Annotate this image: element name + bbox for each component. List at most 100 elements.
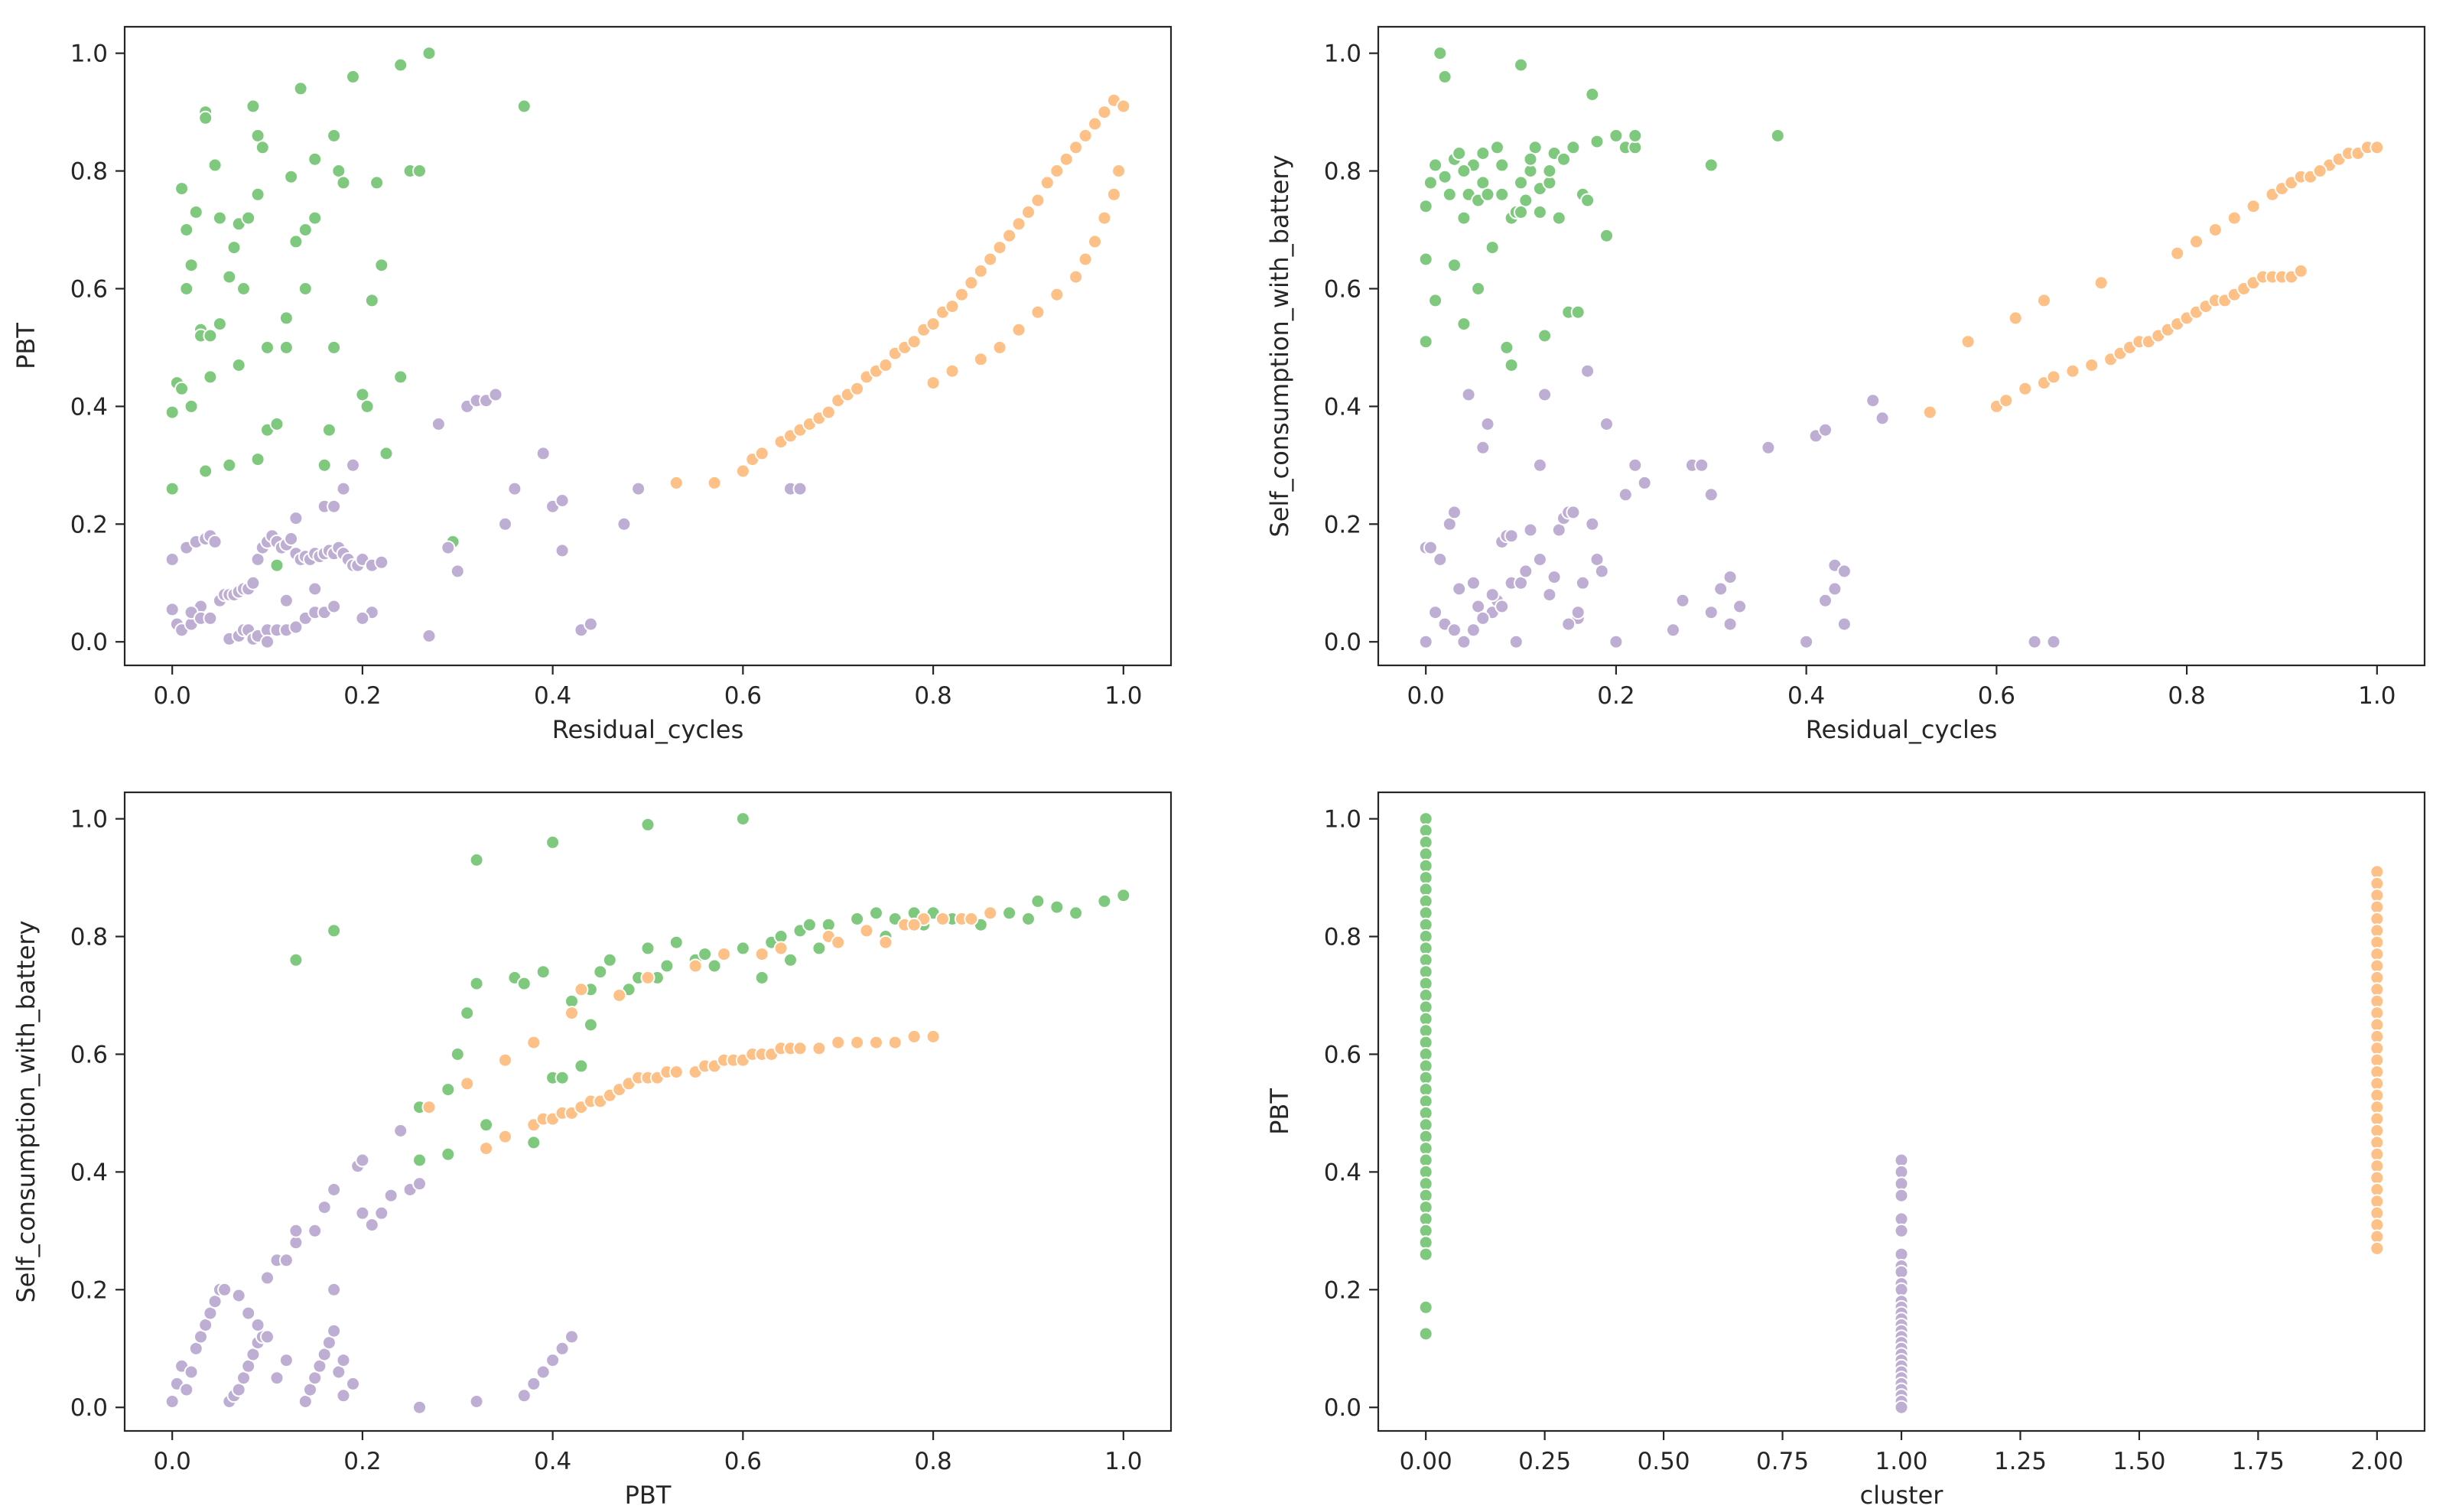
x-tick-label: 0.4 (534, 1448, 571, 1475)
point-cluster-1-80 (555, 493, 570, 508)
point-cluster-1-29 (1894, 1400, 1909, 1415)
point-cluster-2-51 (1088, 234, 1102, 249)
point-cluster-1-0 (164, 602, 180, 617)
point-cluster-0-6 (179, 223, 194, 237)
point-cluster-0-37 (1551, 210, 1566, 226)
point-cluster-0-35 (288, 234, 304, 249)
point-cluster-0-54 (1495, 158, 1510, 173)
point-cluster-2-42 (612, 988, 627, 1003)
point-cluster-1-51 (526, 1376, 542, 1391)
point-cluster-0-1 (1418, 252, 1433, 267)
point-cluster-1-53 (1722, 570, 1738, 585)
series-cluster-2 (421, 906, 998, 1156)
point-cluster-0-37 (298, 281, 313, 296)
point-cluster-0-13 (198, 110, 213, 125)
point-cluster-0-61 (412, 1153, 427, 1168)
point-cluster-1-69 (441, 540, 456, 555)
y-tick-label: 1.0 (1324, 41, 1361, 68)
point-cluster-0-49 (359, 398, 375, 414)
point-cluster-2-24 (954, 287, 969, 302)
point-cluster-2-34 (812, 1041, 827, 1056)
point-cluster-2-4 (2008, 311, 2023, 326)
point-cluster-0-35 (754, 970, 769, 985)
point-cluster-0-32 (278, 311, 294, 326)
point-cluster-0-40 (1566, 140, 1581, 155)
point-cluster-0-11 (1447, 258, 1462, 273)
point-cluster-2-2 (479, 1141, 494, 1156)
point-cluster-2-1 (460, 1076, 475, 1091)
point-cluster-2-43 (688, 958, 703, 974)
point-cluster-0-46 (1599, 228, 1614, 243)
point-cluster-2-34 (1049, 164, 1065, 178)
y-tick-label: 0.6 (70, 275, 108, 303)
point-cluster-1-44 (383, 1188, 398, 1203)
subplot-residual-cycles-vs-pbt: 0.0 0.2 0.4 0.6 0.8 1.0 0.0 0.2 0.4 0.6 0.8 1.0 Resi… (11, 25, 1173, 744)
point-cluster-0-9 (188, 204, 203, 219)
point-cluster-2-55 (773, 941, 789, 956)
point-cluster-2-40 (925, 1029, 941, 1044)
x-axis-label: PBT (625, 1481, 672, 1510)
point-cluster-2-36 (2226, 210, 2242, 226)
point-cluster-2-10 (821, 405, 836, 420)
x-axis-label: Residual_cycles (1806, 715, 1998, 744)
x-tick-label: 0.8 (914, 682, 951, 710)
point-cluster-1-64 (1836, 616, 1852, 632)
point-cluster-2-50 (1078, 252, 1093, 267)
x-tick-label: 1.50 (2113, 1448, 2165, 1475)
point-cluster-0-56 (1030, 893, 1046, 909)
point-cluster-0-23 (1495, 187, 1510, 202)
y-tick-label: 0.6 (70, 1041, 108, 1068)
x-tick-label: 0.0 (154, 682, 191, 710)
point-cluster-1-48 (412, 1400, 427, 1415)
point-cluster-1-20 (231, 1288, 246, 1303)
point-cluster-1-37 (1580, 363, 1595, 379)
point-cluster-1-49 (1694, 457, 1709, 473)
axes-frame (123, 791, 1173, 1432)
point-cluster-0-45 (1589, 134, 1605, 149)
point-cluster-0-8 (479, 1117, 494, 1133)
point-cluster-1-87 (421, 629, 437, 643)
y-tick-label: 0.0 (70, 1394, 108, 1422)
y-tick-label: 0.4 (1324, 393, 1361, 421)
point-cluster-2-57 (878, 935, 893, 950)
point-cluster-2-35 (2293, 263, 2308, 278)
point-cluster-1-42 (1608, 634, 1624, 649)
point-cluster-1-59 (269, 1371, 285, 1386)
point-cluster-2-21 (668, 1065, 684, 1080)
point-cluster-1-56 (327, 1282, 342, 1297)
point-cluster-1-9 (1456, 634, 1472, 649)
point-cluster-2-44 (754, 947, 769, 962)
point-cluster-0-50 (364, 293, 379, 308)
y-axis-label: PBT (1265, 1088, 1294, 1135)
point-cluster-1-63 (307, 581, 323, 597)
point-cluster-1-12 (1465, 623, 1481, 638)
point-cluster-0-25 (1504, 358, 1519, 372)
point-cluster-1-90 (355, 610, 370, 626)
point-cluster-1-66 (1875, 411, 1890, 426)
point-cluster-2-0 (1922, 405, 1937, 420)
point-cluster-2-3 (1999, 393, 2014, 408)
point-cluster-2-28 (992, 240, 1007, 255)
point-cluster-2-32 (2370, 1240, 2385, 1256)
point-cluster-0-55 (1514, 204, 1528, 219)
point-cluster-2-13 (850, 381, 865, 396)
point-cluster-2-1 (707, 475, 722, 490)
point-cluster-1-65 (327, 499, 342, 514)
x-tick-label: 2.00 (2350, 1448, 2403, 1475)
x-tick-label: 0.75 (1756, 1448, 1809, 1475)
point-cluster-0-51 (1703, 158, 1719, 173)
y-tick-label: 0.8 (70, 158, 108, 186)
point-cluster-1-25 (1523, 522, 1538, 538)
point-cluster-2-45 (992, 340, 1007, 355)
point-cluster-0-28 (668, 935, 684, 950)
y-tick-label: 0.2 (70, 1276, 108, 1304)
point-cluster-0-63 (583, 1017, 598, 1032)
point-cluster-2-30 (1011, 216, 1026, 232)
point-cluster-2-47 (1030, 304, 1046, 320)
point-cluster-0-62 (441, 1146, 456, 1162)
point-cluster-1-72 (1495, 599, 1510, 614)
point-cluster-0-4 (1428, 293, 1443, 308)
point-cluster-0-29 (1514, 57, 1528, 73)
y-tick-label: 1.0 (70, 806, 108, 834)
